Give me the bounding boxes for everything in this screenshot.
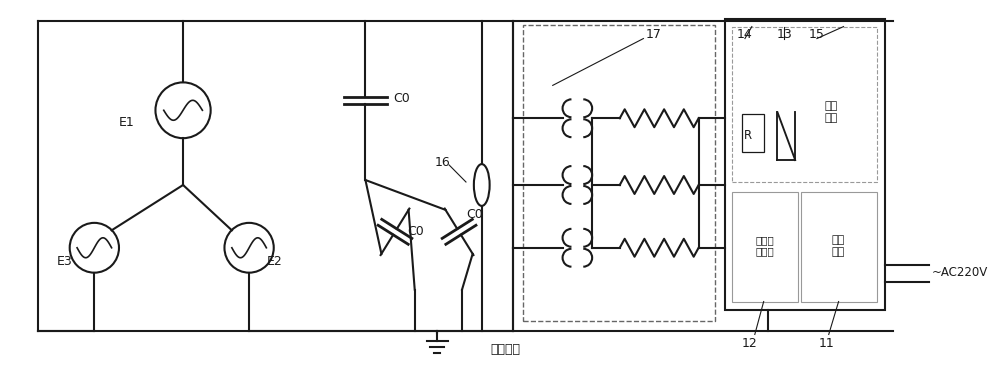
Text: 零序电流: 零序电流 — [490, 343, 520, 356]
Text: 12: 12 — [742, 337, 758, 350]
Text: E2: E2 — [267, 255, 283, 268]
Text: E3: E3 — [57, 255, 73, 268]
Text: 17: 17 — [645, 28, 661, 41]
Text: 15: 15 — [809, 28, 825, 41]
Text: 电源
模块: 电源 模块 — [832, 235, 845, 256]
Text: E1: E1 — [119, 116, 135, 129]
Text: 14: 14 — [737, 28, 753, 41]
Text: 16: 16 — [434, 156, 450, 169]
Text: C0: C0 — [466, 208, 483, 221]
Text: ~AC220V: ~AC220V — [931, 266, 988, 279]
Text: 谐振判
断模块: 谐振判 断模块 — [755, 235, 774, 256]
Text: C0: C0 — [393, 92, 410, 105]
Text: R: R — [744, 129, 752, 142]
Text: 11: 11 — [819, 337, 835, 350]
Text: 消谐
模块: 消谐 模块 — [824, 101, 837, 123]
Text: C0: C0 — [407, 225, 424, 238]
Text: 13: 13 — [776, 28, 792, 41]
